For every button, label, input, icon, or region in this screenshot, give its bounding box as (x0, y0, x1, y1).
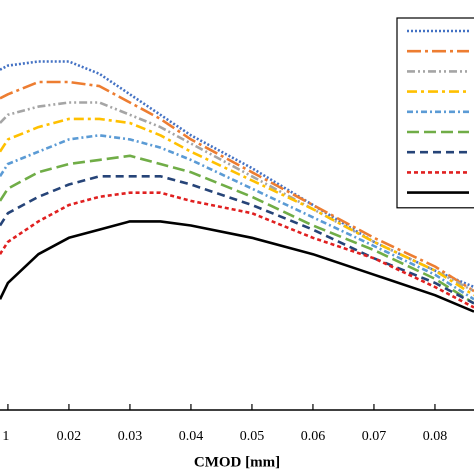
x-tick-label: 1 (2, 429, 9, 444)
legend (396, 17, 474, 209)
x-axis-title: CMOD [mm] (194, 454, 280, 470)
x-tick-label: 0.06 (301, 429, 326, 444)
x-tick-label: 0.08 (423, 429, 448, 444)
series-line (0, 134, 474, 301)
plot-lines (0, 60, 474, 313)
series-line (0, 154, 474, 305)
series-line (0, 220, 474, 313)
series-line (0, 191, 474, 309)
series-line (0, 101, 474, 293)
x-tick-label: 0.04 (179, 429, 204, 444)
x-tick-label: 0.05 (240, 429, 265, 444)
x-tick-label: 0.07 (362, 429, 387, 444)
series-line (0, 117, 474, 297)
x-tick-label: 0.02 (57, 429, 82, 444)
x-tick-label: 0.03 (118, 429, 143, 444)
series-line (0, 60, 474, 289)
